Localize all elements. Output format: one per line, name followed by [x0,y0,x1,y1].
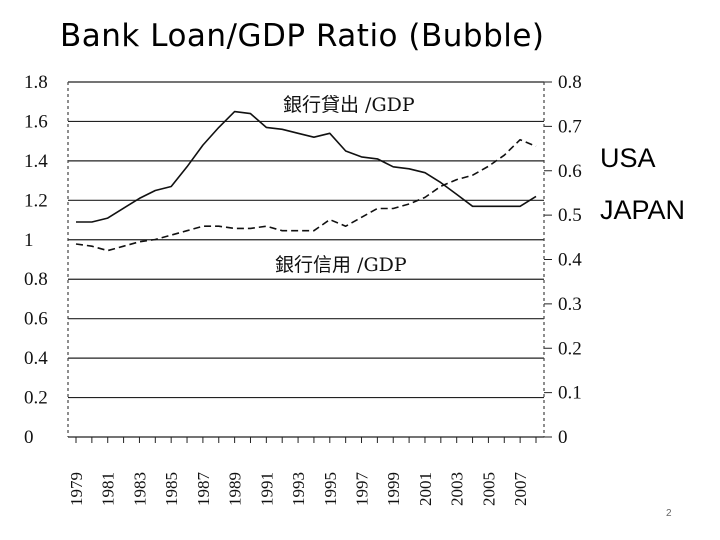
left-axis-tick-label: 1.6 [24,111,48,132]
x-axis-tick-label: 2001 [416,472,435,506]
x-axis-tick-label: 1989 [226,472,245,506]
right-axis-tick-label: 0.2 [558,338,582,359]
legend-japan-label: JAPAN [600,195,686,225]
left-axis-tick-label: 0.2 [24,388,48,409]
right-axis-tick-label: 0.8 [558,72,582,93]
series-label-bank-credit: 銀行信用 /GDP [275,254,407,276]
right-axis-tick-label: 0.1 [558,383,582,404]
right-axis-tick-label: 0.5 [558,205,582,226]
x-axis-tick-label: 1991 [257,472,276,506]
page-number: 2 [666,508,672,519]
x-axis-tick-label: 1997 [353,472,372,507]
right-axis-tick-label: 0.7 [558,116,582,137]
x-axis-tick-label: 2007 [511,472,530,507]
series-line-bank-loan [76,110,537,223]
x-axis-tick-label: 2003 [448,472,467,506]
right-axis-tick-label: 0 [558,427,568,448]
series-label-bank-loan: 銀行貸出 /GDP [283,94,415,116]
slide-title: Bank Loan/GDP Ratio (Bubble) [60,18,545,54]
x-axis-tick-label: 1981 [99,472,118,506]
x-axis-tick-label: 1983 [130,472,149,506]
x-axis-tick-label: 1999 [384,472,403,506]
left-axis-tick-label: 1.4 [24,151,48,172]
left-axis-tick-label: 1.8 [24,72,48,93]
x-axis-tick-label: 1993 [289,472,308,506]
legend-usa-label: USA [600,143,656,173]
left-axis-tick-label: 0.8 [24,269,48,290]
right-axis-tick-label: 0.4 [558,250,582,271]
left-axis-tick-label: 0 [24,427,34,448]
left-axis-tick-label: 0.6 [24,309,48,330]
x-axis-tick-label: 1987 [194,472,213,507]
x-axis-tick-label: 1995 [321,472,340,506]
x-axis-tick-label: 2005 [479,472,498,506]
right-axis-tick-label: 0.3 [558,294,582,315]
series-line-bank-credit [75,138,537,252]
right-axis-tick-label: 0.6 [558,161,582,182]
left-axis-tick-label: 1.2 [24,190,48,211]
left-axis-tick-label: 0.4 [24,348,48,369]
x-axis-tick-label: 1985 [162,472,181,506]
left-axis-tick-label: 1 [24,230,34,251]
x-axis-tick-label: 1979 [67,472,86,506]
